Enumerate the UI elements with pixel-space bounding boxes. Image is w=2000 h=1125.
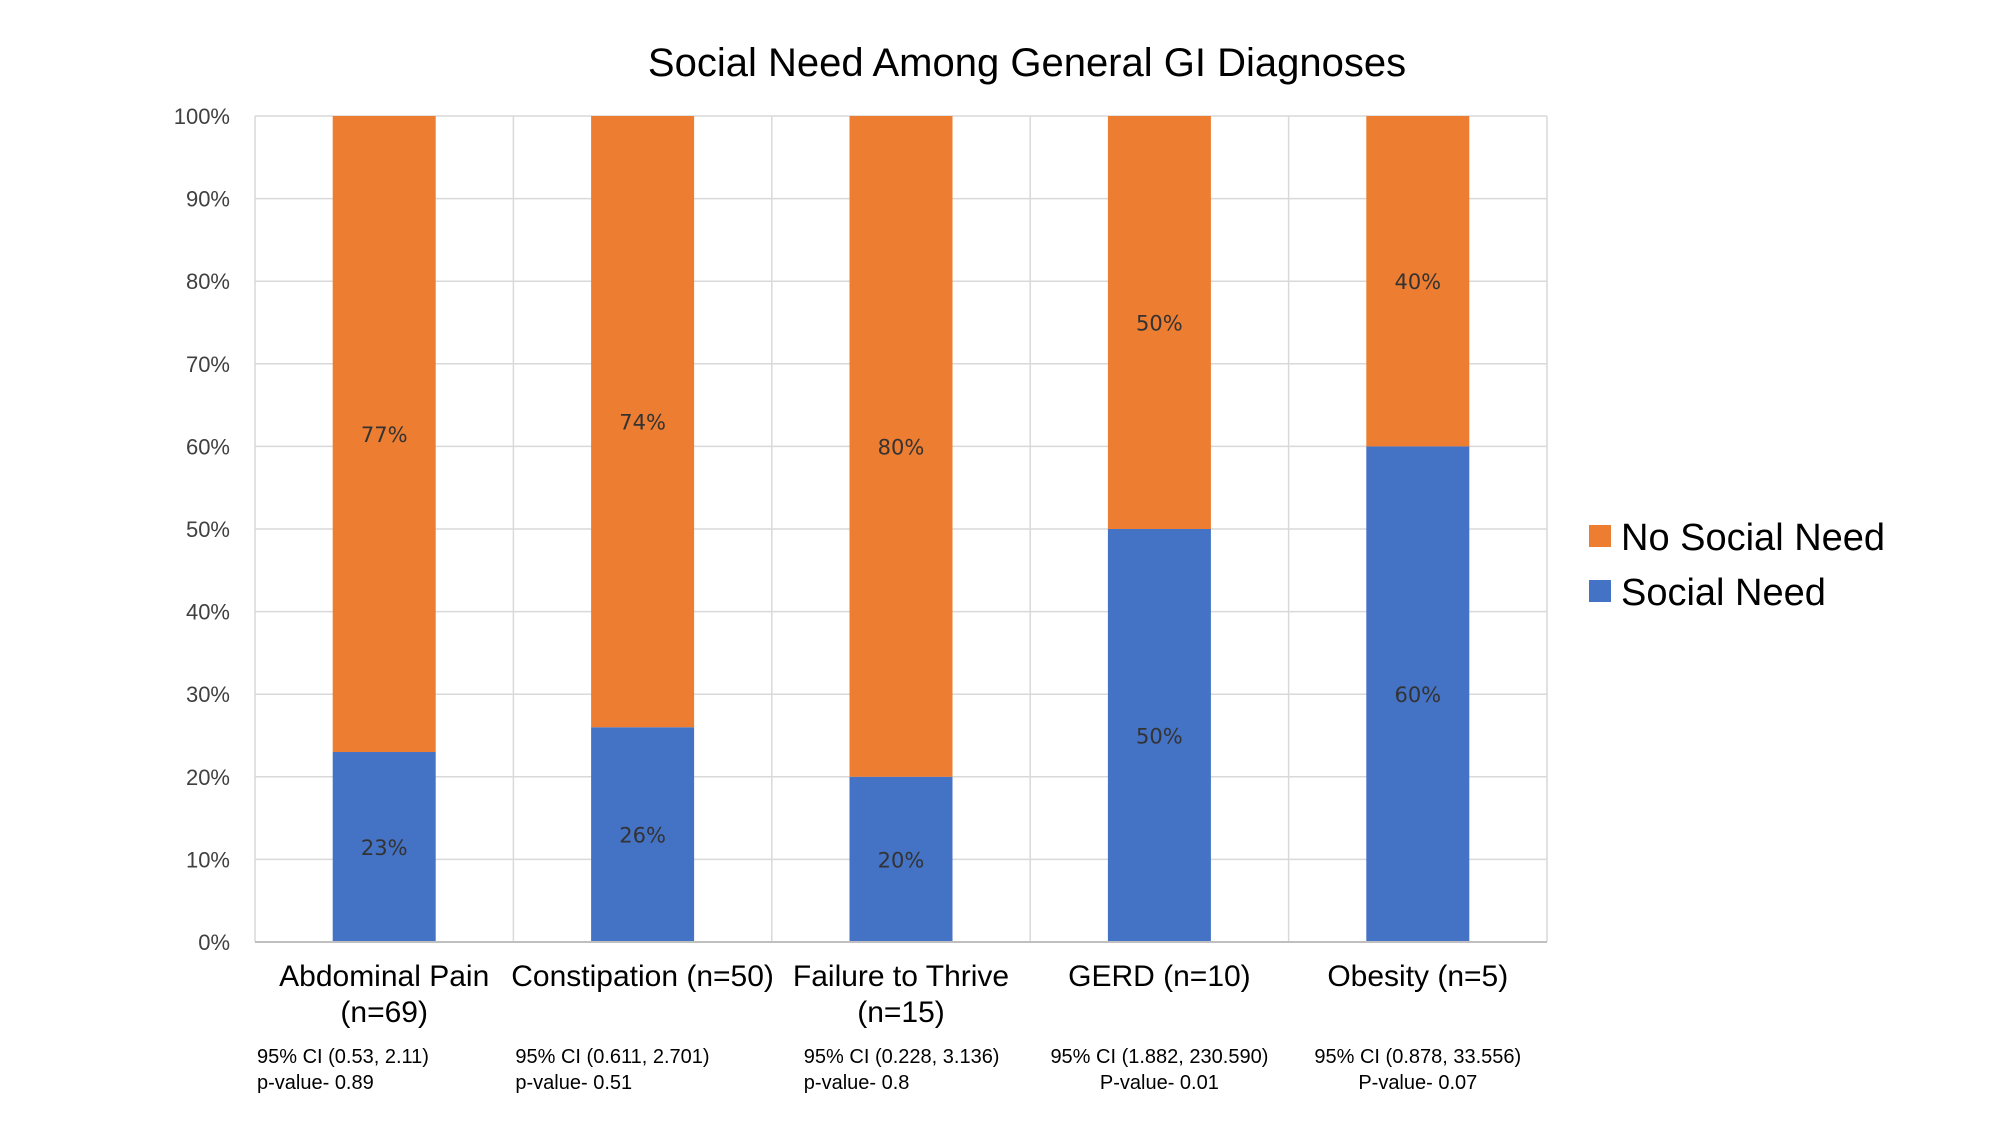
x-tick-label: Constipation (n=50) [511,960,774,993]
y-tick-label: 20% [186,765,230,790]
y-tick-label: 40% [186,600,230,625]
x-tick-label: Failure to Thrive [793,960,1009,993]
annotation-text: 95% CI (0.53, 2.11) [257,1046,429,1068]
data-label: 80% [878,435,925,459]
annotation-text: P-value- 0.01 [1100,1072,1219,1094]
annotation-text: 95% CI (0.611, 2.701) [515,1046,709,1068]
annotation-text: p-value- 0.89 [257,1072,374,1094]
bar-no-social-need [1366,116,1470,447]
bar-social-need [332,752,436,942]
bars: 23% 77% 26% 74% 20% 80% 50% 50% 60% 40% [332,116,1470,942]
annotation-text: 95% CI (0.878, 33.556) [1314,1046,1521,1068]
annotations: 95% CI (0.53, 2.11) p-value- 0.89 95% CI (… [257,1046,1521,1094]
data-label: 20% [878,848,925,872]
annotation-text: p-value- 0.8 [804,1072,910,1094]
bar-no-social-need [591,116,695,728]
bar-no-social-need [332,116,436,753]
y-tick-label: 0% [198,930,230,955]
y-axis: 0% 10% 20% 30% 40% 50% 60% 70% 80% 90% 100% [174,104,230,955]
bar-social-need [1366,446,1470,942]
data-label: 74% [619,411,666,435]
legend-label: Social Need [1621,572,1826,614]
x-axis: Abdominal Pain(n=69) Constipation (n=50) F… [255,941,1547,1029]
annotation-text: 95% CI (0.228, 3.136) [804,1046,1000,1068]
x-tick-label: GERD (n=10) [1068,960,1251,993]
legend-swatch [1589,525,1611,547]
bar-no-social-need [849,116,953,777]
data-label: 23% [361,836,408,860]
data-label: 50% [1136,312,1183,336]
chart-title: Social Need Among General GI Diagnoses [648,41,1406,85]
x-tick-label: (n=69) [340,996,428,1029]
x-tick-label: (n=15) [857,996,945,1029]
legend-label: No Social Need [1621,517,1885,559]
bar-no-social-need [1107,116,1211,529]
data-label: 60% [1394,683,1441,707]
y-tick-label: 60% [186,434,230,459]
data-label: 26% [619,824,666,848]
y-tick-label: 70% [186,352,230,377]
data-label: 50% [1136,725,1183,749]
bar-social-need [849,776,953,942]
bar-social-need [1107,529,1211,942]
data-label: 77% [361,423,408,447]
annotation-text: P-value- 0.07 [1358,1072,1477,1094]
y-tick-label: 90% [186,187,230,212]
data-label: 40% [1394,270,1441,294]
legend-swatch [1589,580,1611,602]
y-tick-label: 10% [186,847,230,872]
y-tick-label: 80% [186,269,230,294]
annotation-text: p-value- 0.51 [515,1072,632,1094]
annotation-text: 95% CI (1.882, 230.590) [1050,1046,1268,1068]
y-tick-label: 100% [174,104,230,129]
y-tick-label: 50% [186,517,230,542]
bar-social-need [591,727,695,942]
x-tick-label: Obesity (n=5) [1327,960,1508,993]
x-tick-label: Abdominal Pain [279,960,489,993]
legend: No Social Need Social Need [1589,517,1885,614]
y-tick-label: 30% [186,682,230,707]
